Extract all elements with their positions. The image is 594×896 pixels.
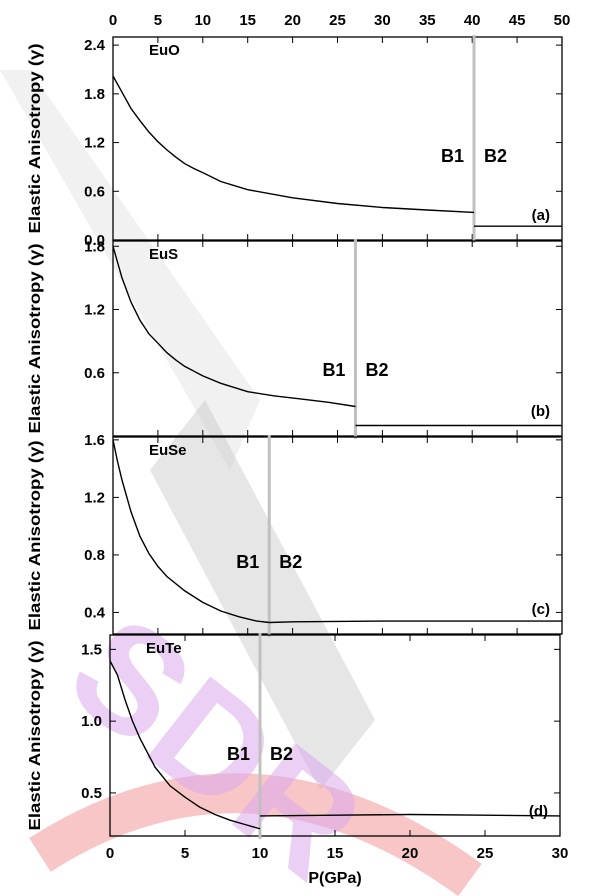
phase-label-b1: B1 [441, 146, 464, 166]
labels: P(GPa) [308, 870, 361, 887]
phase-label-b1: B1 [236, 552, 259, 572]
panel-label: (a) [532, 207, 550, 224]
x-tick-label: 10 [194, 12, 211, 29]
x-tick-label: 30 [374, 12, 391, 29]
x-tick-label: 45 [509, 12, 526, 29]
panel-euse: 0.4 0.8 1.2 1.6 Elastic Anisotropy (γ) EuSe (c… [27, 432, 563, 637]
panel-label: (d) [529, 803, 548, 820]
panel-label: (c) [532, 601, 550, 618]
watermark: SDR [0, 70, 482, 896]
y-tick-label: 1.8 [84, 86, 105, 103]
panel-title: EuO [149, 42, 180, 59]
x-axis-label: P(GPa) [308, 870, 361, 887]
y-tick-label: 0.6 [84, 365, 105, 382]
phase-label-b1: B1 [322, 360, 345, 380]
phase-label-b2: B2 [279, 552, 302, 572]
x-tick-label: 25 [477, 845, 494, 862]
y-tick-label: 0.0 [84, 232, 105, 249]
curve-b1 [112, 75, 475, 214]
phase-label-b1: B1 [227, 744, 250, 764]
x-tick-label: 5 [154, 12, 162, 29]
x-tick-label: 15 [327, 845, 344, 862]
y-axis-label: Elastic Anisotropy (γ) [27, 641, 44, 831]
y-axis-label: Elastic Anisotropy (γ) [27, 441, 44, 631]
x-tick-label: 40 [464, 12, 481, 29]
y-axis-label: Elastic Anisotropy (γ) [27, 44, 44, 234]
panel-euo: 0 5 10 15 20 25 30 35 40 45 50 0.0 0.6 1.2 1.8 2.4 Elast… [27, 12, 570, 249]
y-tick-label: 0.4 [84, 604, 106, 621]
panel-label: (b) [531, 403, 550, 420]
x-tick-label: 15 [239, 12, 256, 29]
y-tick-label: 2.4 [84, 37, 106, 54]
y-tick-label: 1.2 [84, 135, 105, 152]
x-tick-label: 30 [552, 845, 569, 862]
curve-b1 [112, 246, 356, 408]
curve-b1 [112, 439, 270, 624]
curve-b1 [109, 660, 261, 830]
y-axis-label: Elastic Anisotropy (γ) [27, 244, 44, 434]
y-tick-label: 1.8 [84, 238, 105, 255]
x-tick-label: 20 [402, 845, 419, 862]
watermark-band [150, 400, 375, 790]
panel-eute: 0 5 10 15 20 25 30 0.5 1.0 1.5 Elastic Anisotropy … [27, 633, 568, 862]
x-tick-label: 0 [106, 845, 114, 862]
y-tick-label: 1.6 [84, 432, 105, 449]
watermark-arc [29, 773, 482, 896]
watermark-band-upper [0, 70, 260, 470]
panel-eus: 0.6 1.2 1.8 Elastic Anisotropy (γ) EuS (b) B1 B… [27, 238, 563, 439]
curve-b2 [269, 620, 562, 624]
plot-frame [112, 36, 563, 241]
y-tick-label: 0.8 [84, 547, 105, 564]
curve-b2 [259, 813, 561, 817]
y-tick-label: 0.5 [81, 785, 102, 802]
x-tick-label: 50 [554, 12, 571, 29]
phase-label-b2: B2 [365, 360, 388, 380]
panel-title: EuSe [149, 442, 187, 459]
panel-title: EuS [149, 246, 178, 263]
panel-title: EuTe [146, 640, 182, 657]
x-tick-label: 20 [284, 12, 301, 29]
phase-label-b2: B2 [484, 146, 507, 166]
x-tick-label: 5 [181, 845, 189, 862]
x-tick-label: 35 [419, 12, 436, 29]
y-tick-label: 1.2 [84, 489, 105, 506]
y-tick-label: 1.5 [81, 641, 102, 658]
y-tick-label: 1.2 [84, 302, 105, 319]
x-tick-label: 0 [109, 12, 117, 29]
x-tick-label: 10 [252, 845, 269, 862]
phase-label-b2: B2 [270, 744, 293, 764]
panels: 0 5 10 15 20 25 30 35 40 45 500.00.61.21.82.4Elast… [27, 12, 570, 862]
y-tick-label: 0.6 [84, 183, 105, 200]
x-tick-label: 25 [329, 12, 346, 29]
y-tick-label: 1.0 [81, 713, 102, 730]
